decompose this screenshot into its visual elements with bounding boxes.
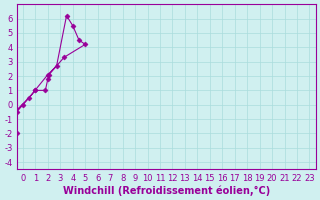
X-axis label: Windchill (Refroidissement éolien,°C): Windchill (Refroidissement éolien,°C) bbox=[63, 185, 270, 196]
